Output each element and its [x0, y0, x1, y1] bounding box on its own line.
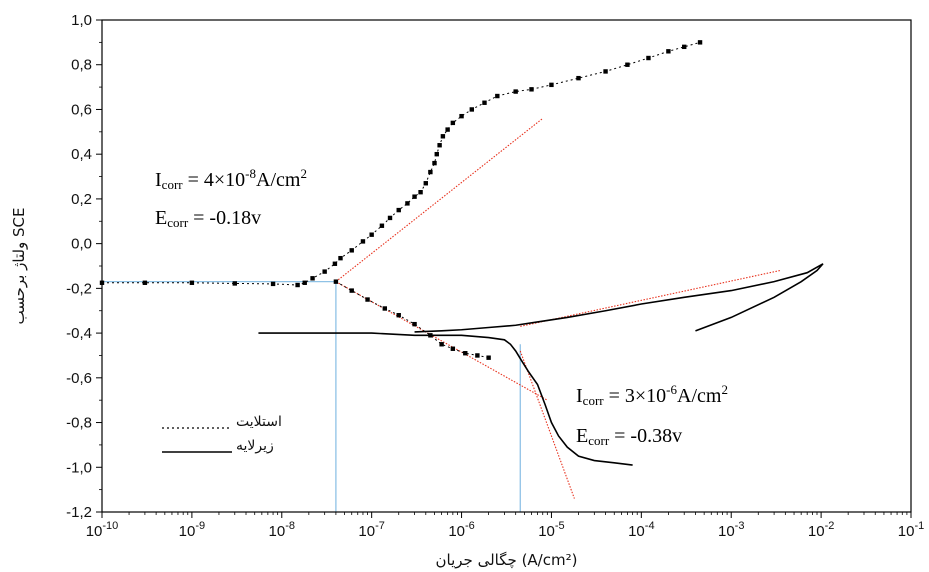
- legend-label-stellite: استلایت: [236, 414, 282, 430]
- data-point: [387, 215, 393, 221]
- icorr-annotation-1: Icorr = 4×10-8A/cm2: [155, 166, 307, 192]
- data-point: [382, 306, 388, 311]
- data-point: [360, 239, 366, 244]
- y-tick-label: -0,4: [66, 325, 92, 342]
- x-tick-label: 10-10: [86, 520, 119, 540]
- data-point: [412, 194, 417, 199]
- data-point: [440, 134, 446, 139]
- reference-line: [102, 281, 337, 512]
- data-point: [423, 181, 428, 186]
- data-point: [646, 55, 651, 61]
- data-point: [338, 255, 343, 261]
- x-tick-label: 10-7: [358, 520, 384, 540]
- data-point: [469, 107, 474, 112]
- data-point: [495, 93, 500, 99]
- x-tick-label: 10-8: [269, 520, 295, 540]
- x-tick-label: 10-3: [718, 520, 744, 540]
- data-point: [232, 281, 237, 286]
- data-point: [445, 127, 450, 132]
- y-tick-label: 0,8: [71, 57, 92, 74]
- x-tick-label: 10-6: [448, 520, 474, 540]
- tafel-lines: [335, 117, 781, 499]
- series-group: [99, 40, 824, 466]
- x-axis: 10-10 10-9 10-8 10-7 10-6 10-5 10-4 10-3 10-2 10-…: [86, 512, 924, 540]
- data-point: [418, 190, 423, 195]
- data-point: [310, 276, 315, 281]
- data-point: [189, 280, 195, 285]
- data-point: [428, 169, 433, 175]
- data-point: [529, 87, 534, 92]
- reference-lines: [102, 281, 521, 512]
- y-tick-label: -1,2: [66, 504, 92, 521]
- y-tick-label: 0,0: [71, 236, 92, 253]
- series-line: [414, 263, 824, 333]
- data-point: [486, 355, 491, 360]
- data-point: [666, 49, 671, 54]
- y-tick-label: -1,0: [66, 459, 92, 476]
- y-axis: 1,0 0,8 0,6 0,4 0,2 0,0 -0,2 -0,4 -0,6 -0,8 -1,0 -1…: [66, 12, 102, 521]
- plot-frame: [101, 19, 912, 513]
- data-point: [412, 321, 417, 327]
- data-point: [396, 207, 401, 213]
- x-tick-label: 10-4: [628, 520, 654, 540]
- data-point: [369, 232, 374, 237]
- series-line: [335, 281, 489, 359]
- x-tick-label: 10-5: [538, 520, 564, 540]
- data-point: [295, 282, 300, 288]
- data-point: [365, 297, 370, 302]
- data-point: [625, 62, 630, 67]
- data-point: [396, 313, 401, 318]
- data-point: [349, 288, 354, 293]
- data-point: [302, 280, 307, 285]
- data-point: [270, 281, 276, 287]
- data-point: [549, 82, 554, 88]
- data-point: [482, 100, 487, 105]
- data-point: [576, 75, 581, 81]
- data-point: [450, 120, 456, 126]
- x-tick-label: 10-2: [808, 520, 834, 540]
- data-point: [459, 113, 464, 119]
- data-point: [405, 201, 410, 206]
- data-point: [463, 351, 468, 356]
- legend: استلایت زیرلایه: [162, 414, 282, 454]
- data-point: [682, 44, 687, 50]
- data-point: [697, 40, 703, 45]
- data-point: [142, 280, 148, 285]
- data-point: [475, 353, 480, 358]
- data-point: [513, 89, 518, 94]
- y-tick-label: 1,0: [71, 12, 92, 29]
- data-point: [450, 346, 456, 351]
- data-point: [332, 261, 338, 266]
- data-point: [349, 248, 354, 253]
- data-point: [432, 160, 437, 166]
- legend-label-substrate: زیرلایه: [236, 438, 274, 454]
- y-tick-label: -0,6: [66, 370, 92, 387]
- x-tick-label: 10-1: [898, 520, 924, 540]
- y-tick-label: -0,2: [66, 280, 92, 297]
- y-tick-label: 0,4: [71, 146, 92, 163]
- y-tick-label: -0,8: [66, 415, 92, 432]
- series-line: [258, 332, 633, 466]
- data-point: [333, 279, 339, 284]
- series-line: [102, 41, 701, 286]
- data-point: [434, 151, 439, 157]
- data-point: [439, 342, 444, 347]
- x-axis-title: چگالی جریان (A/cm²): [436, 551, 578, 569]
- ecorr-annotation-2: Ecorr = -0.38v: [576, 425, 682, 448]
- data-point: [603, 69, 608, 74]
- tafel-line: [520, 269, 781, 327]
- ecorr-annotation-1: Ecorr = -0.18v: [155, 207, 261, 230]
- y-tick-label: 0,6: [71, 101, 92, 118]
- tafel-line: [335, 117, 544, 283]
- data-point: [322, 269, 327, 274]
- data-point: [437, 143, 442, 148]
- y-axis-title: ولتاژ برحسب SCE: [10, 207, 28, 324]
- data-point: [379, 223, 385, 228]
- x-tick-label: 10-9: [179, 520, 205, 540]
- tafel-line: [519, 350, 575, 499]
- icorr-annotation-2: Icorr = 3×10-6A/cm2: [576, 382, 728, 408]
- y-tick-label: 0,2: [71, 191, 92, 208]
